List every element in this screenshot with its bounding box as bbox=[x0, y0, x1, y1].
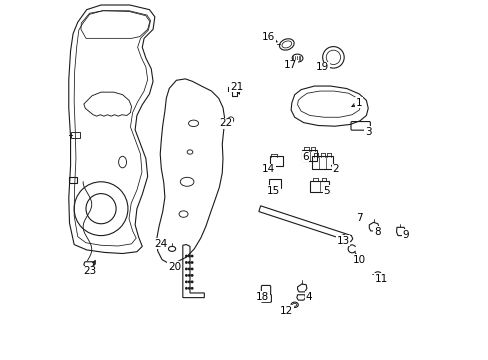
Text: 11: 11 bbox=[374, 274, 387, 284]
Text: 22: 22 bbox=[219, 118, 232, 128]
Circle shape bbox=[191, 288, 192, 289]
Text: 18: 18 bbox=[255, 292, 268, 302]
Text: 23: 23 bbox=[83, 266, 97, 276]
Text: 6: 6 bbox=[302, 152, 308, 162]
Circle shape bbox=[185, 275, 187, 276]
Circle shape bbox=[188, 255, 190, 257]
Circle shape bbox=[188, 275, 190, 276]
Circle shape bbox=[191, 268, 192, 270]
Text: 15: 15 bbox=[267, 186, 280, 196]
Text: 4: 4 bbox=[305, 292, 312, 302]
Text: 7: 7 bbox=[355, 213, 362, 222]
Text: 10: 10 bbox=[352, 255, 365, 265]
Circle shape bbox=[185, 268, 187, 270]
Circle shape bbox=[185, 262, 187, 263]
Circle shape bbox=[185, 255, 187, 257]
Text: 8: 8 bbox=[373, 227, 380, 237]
Circle shape bbox=[191, 281, 192, 283]
Text: 16: 16 bbox=[262, 32, 275, 42]
Text: 20: 20 bbox=[168, 262, 181, 272]
Circle shape bbox=[185, 288, 187, 289]
Circle shape bbox=[188, 281, 190, 283]
Circle shape bbox=[191, 275, 192, 276]
Text: 21: 21 bbox=[229, 82, 243, 92]
Text: 1: 1 bbox=[355, 98, 362, 108]
Text: 9: 9 bbox=[402, 230, 408, 239]
Circle shape bbox=[188, 268, 190, 270]
Text: 5: 5 bbox=[323, 186, 329, 196]
Text: 14: 14 bbox=[262, 164, 275, 174]
Circle shape bbox=[191, 255, 192, 257]
Text: 3: 3 bbox=[364, 127, 371, 136]
Text: 13: 13 bbox=[336, 236, 349, 246]
Text: 24: 24 bbox=[154, 239, 167, 249]
Text: 19: 19 bbox=[315, 62, 328, 72]
Text: 17: 17 bbox=[283, 60, 296, 70]
Circle shape bbox=[188, 288, 190, 289]
Circle shape bbox=[185, 281, 187, 283]
Text: 2: 2 bbox=[332, 164, 339, 174]
Circle shape bbox=[191, 262, 192, 263]
Circle shape bbox=[188, 262, 190, 263]
Text: 12: 12 bbox=[280, 306, 293, 316]
